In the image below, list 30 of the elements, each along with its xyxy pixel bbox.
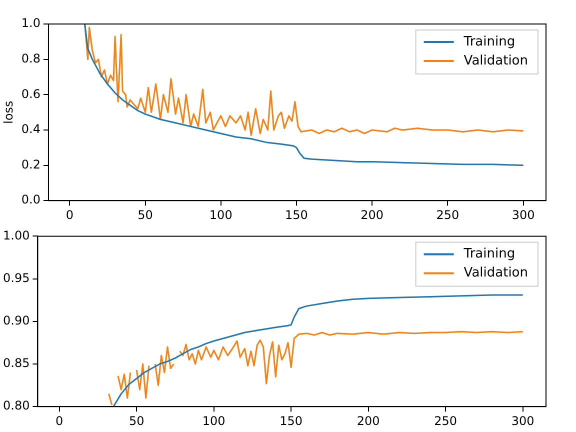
- x-tick-label: 0: [56, 414, 64, 428]
- x-tick-label: 0: [66, 208, 74, 222]
- x-tick-label: 50: [138, 208, 153, 222]
- y-tick-label: 0.4: [21, 122, 40, 136]
- y-tick-label: 1.00: [3, 228, 30, 242]
- legend-label: Training: [462, 246, 516, 262]
- x-tick-label: 300: [512, 208, 535, 222]
- y-tick-label: 0.80: [3, 398, 30, 413]
- y-tick-label: 1.0: [21, 16, 40, 30]
- x-tick-label: 100: [209, 208, 232, 222]
- x-tick-label: 250: [434, 414, 458, 428]
- x-tick-label: 200: [356, 414, 380, 428]
- x-tick-label: 100: [202, 414, 226, 428]
- y-tick-label: 0.8: [21, 51, 40, 66]
- x-tick-label: 150: [280, 414, 303, 428]
- x-tick-label: 150: [285, 208, 308, 222]
- y-tick-label: 0.2: [21, 157, 40, 172]
- y-axis-title: loss: [1, 100, 16, 124]
- x-tick-label: 200: [360, 208, 384, 222]
- y-tick-label: 0.6: [21, 86, 40, 101]
- y-tick-label: 0.85: [3, 356, 30, 370]
- legend-label: Validation: [464, 53, 528, 68]
- legend-label: Training: [462, 34, 516, 50]
- x-tick-label: 250: [436, 208, 460, 222]
- y-tick-label: 0.90: [3, 314, 30, 328]
- y-tick-label: 0.0: [21, 192, 40, 207]
- y-tick-label: 0.95: [3, 270, 30, 285]
- x-tick-label: 300: [511, 414, 534, 428]
- legend-label: Validation: [464, 266, 528, 281]
- x-tick-label: 50: [128, 414, 144, 428]
